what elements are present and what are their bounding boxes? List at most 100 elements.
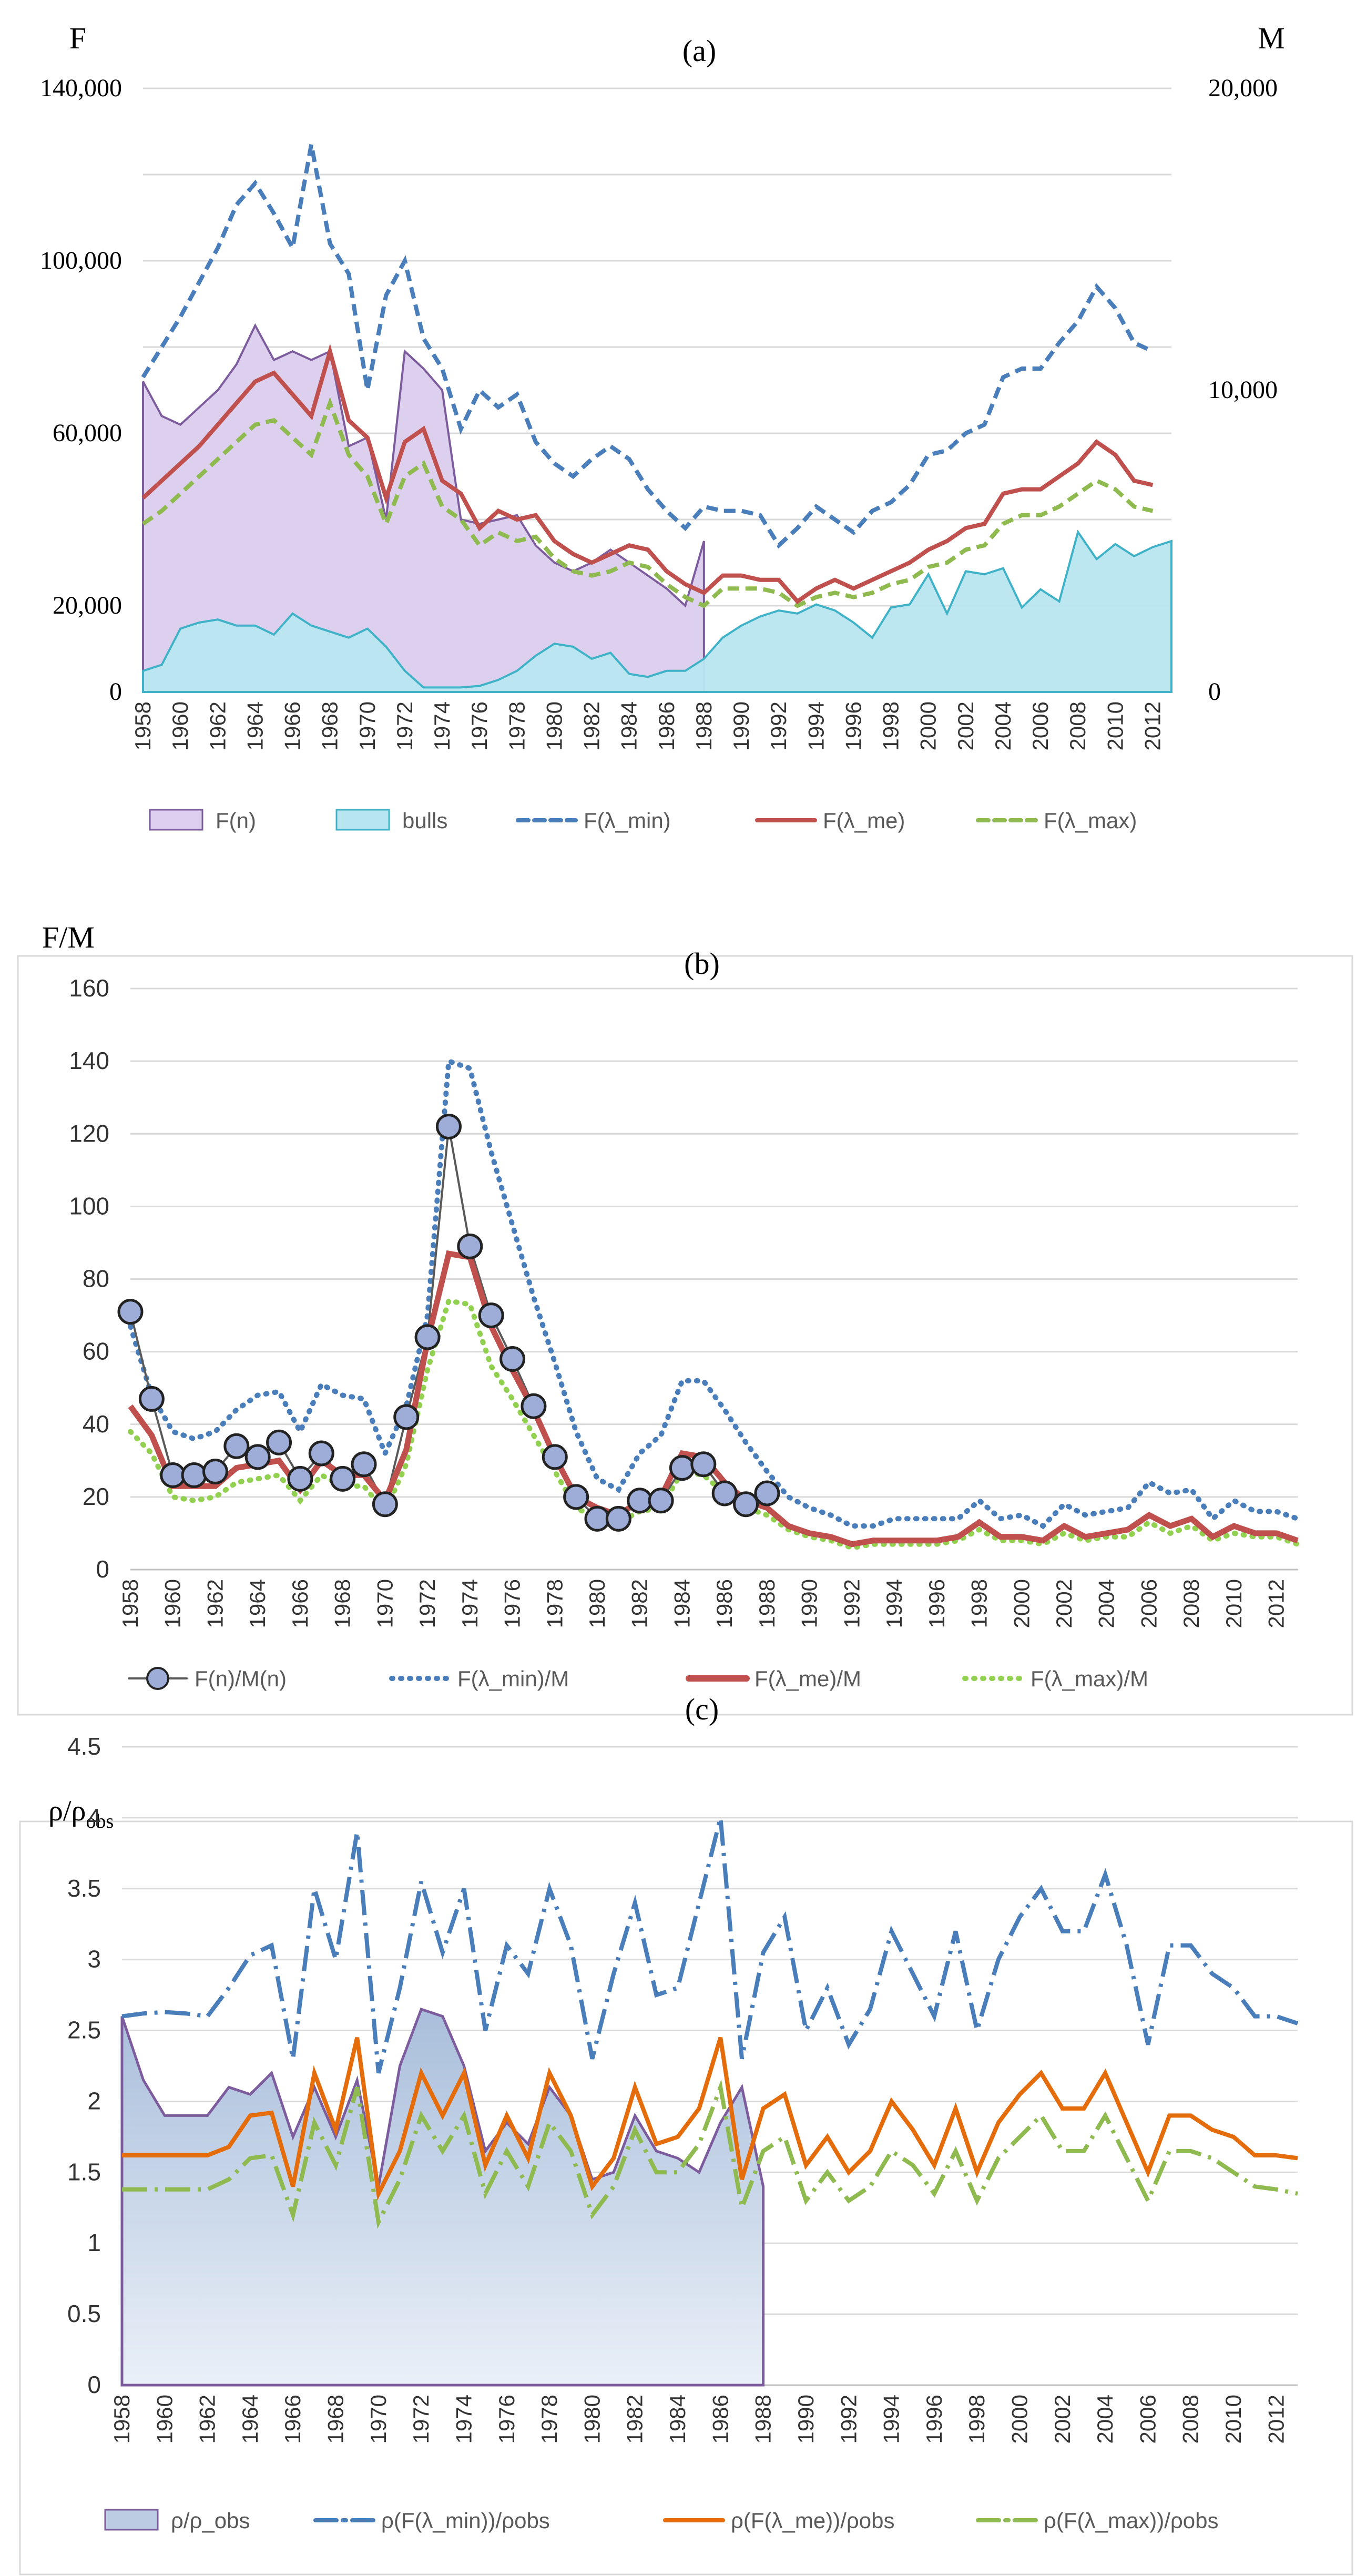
panel-b-series-n-marker (414, 1324, 441, 1350)
panel-b-series-n-marker (499, 1346, 526, 1372)
panel-b-series-n-marker (372, 1491, 398, 1518)
panel-a-series-bulls-area (142, 530, 1173, 693)
panel-a-left-tick-label: 60,000 (53, 419, 122, 447)
panel-a-x-tick-label: 2002 (953, 701, 978, 750)
panel-c-x-tick-label: 2004 (1093, 2395, 1117, 2443)
panel-b-x-tick-label: 2008 (1179, 1579, 1204, 1628)
panel-b-series-n-marker (266, 1429, 292, 1455)
panel-b-series-n-marker (733, 1491, 759, 1518)
panel-c-y-tick-label: 3 (87, 1946, 101, 1973)
panel-b-series-n-marker (542, 1444, 568, 1470)
panel-c-axis-label-main: ρ/ρ (48, 1795, 86, 1827)
panel-c-x-tick-label: 1982 (623, 2395, 647, 2443)
panel-b-series-n-marker (648, 1488, 674, 1514)
panel-b-x-tick-label: 1962 (202, 1579, 227, 1628)
panel-a-legend-label: F(n) (216, 808, 256, 833)
panel-c-x-tick-label: 1994 (879, 2395, 904, 2443)
panel-a-x-tick-label: 1992 (766, 701, 791, 750)
panel-b-x-tick-label: 1994 (882, 1579, 906, 1628)
panel-b-series-n-marker (117, 1299, 144, 1325)
panel-b-x-tick-label: 1998 (967, 1579, 992, 1628)
panel-b-axis-label: F/M (42, 920, 95, 954)
panel-b-series-n-marker (351, 1451, 377, 1478)
panel-a-left-tick-label: 100,000 (40, 247, 122, 274)
panel-c-x-tick-label: 1984 (665, 2395, 690, 2443)
panel-c-y-tick-label: 0.5 (67, 2300, 101, 2327)
panel-c-x-tick-label: 1988 (751, 2395, 776, 2443)
panel-a-x-tick-label: 1978 (504, 701, 529, 750)
panel-c-series-obs-area (120, 2007, 765, 2387)
panel-b-series-n-marker (669, 1455, 695, 1481)
panel-a-x-tick-label: 1996 (841, 701, 865, 750)
panel-c-y-tick-label: 4 (87, 1804, 101, 1831)
panel-b-legend-label: F(λ_me)/M (755, 1666, 861, 1691)
panel-b-series-n-marker (690, 1451, 717, 1478)
panel-b-series-n-marker (457, 1233, 483, 1259)
panel-a-x-tick-label: 1984 (617, 701, 641, 750)
panel-a-title: (a) (682, 34, 716, 68)
panel-c-x-tick-label: 1978 (537, 2395, 562, 2443)
panel-b-x-tick-label: 1966 (288, 1579, 312, 1628)
panel-a-series-f-lambda-min-line (141, 144, 1154, 549)
panel-a-right-tick-label: 20,000 (1208, 74, 1278, 102)
panel-b-series-n-line (129, 1126, 768, 1520)
panel-a-x-tick-label: 1974 (430, 701, 454, 750)
panel-c-frame (19, 1820, 1353, 2575)
panel-c-x-tick-label: 1996 (922, 2395, 946, 2443)
panel-c-title: (c) (685, 1692, 719, 1726)
panel-a-x-tick-label: 2006 (1028, 701, 1053, 750)
panel-b-x-tick-label: 2010 (1221, 1579, 1246, 1628)
panel-a-series-f-lambda-max-line (141, 396, 1154, 608)
panel-a-x-tick-label: 1976 (467, 701, 492, 750)
panel-a-legend-swatch (335, 809, 390, 831)
panel-c-x-tick-label: 1970 (366, 2395, 391, 2443)
panel-b-series-n-marker (435, 1113, 462, 1139)
panel-b-series-n-marker (223, 1433, 250, 1459)
panel-b-x-tick-label: 1960 (160, 1579, 185, 1628)
panel-b-x-tick-label: 1968 (330, 1579, 355, 1628)
panel-b-x-tick-label: 2006 (1136, 1579, 1161, 1628)
panel-c-x-tick-label: 1964 (238, 2395, 262, 2443)
panel-c-legend-label: ρ(F(λ_min))/ρobs (381, 2508, 550, 2533)
panel-c-x-tick-label: 1968 (323, 2395, 348, 2443)
panel-b-x-tick-label: 1992 (839, 1579, 864, 1628)
panel-a-legend-label: bulls (402, 808, 447, 833)
panel-a-legend-label: F(λ_min) (584, 808, 671, 833)
panel-c-x-tick-label: 1962 (195, 2395, 220, 2443)
panel-a-x-tick-label: 1960 (168, 701, 192, 750)
panel-c-axis-label-sub: obs (86, 1810, 114, 1832)
panel-b-x-tick-label: 1990 (797, 1579, 822, 1628)
panel-c-legend-label: ρ(F(λ_me))/ρobs (731, 2508, 894, 2533)
panel-a-right-tick-label: 0 (1208, 678, 1221, 706)
panel-b-x-tick-label: 1988 (755, 1579, 779, 1628)
panel-b-series-n-marker (287, 1465, 313, 1492)
panel-a-x-tick-label: 1980 (542, 701, 566, 750)
panel-c-x-tick-label: 2010 (1221, 2395, 1246, 2443)
panel-b-x-tick-label: 1958 (118, 1579, 142, 1628)
panel-b-y-tick-label: 20 (83, 1483, 109, 1510)
panel-a-x-tick-label: 1988 (691, 701, 716, 750)
panel-b-x-tick-label: 1970 (372, 1579, 397, 1628)
panel-a-x-tick-label: 1962 (205, 701, 230, 750)
panel-c-y-tick-label: 2 (87, 2087, 101, 2114)
panel-b-series-n-marker (202, 1459, 228, 1485)
panel-b-series-n-marker (627, 1488, 653, 1514)
panel-b-y-tick-label: 120 (69, 1119, 109, 1147)
panel-c-x-tick-label: 1990 (793, 2395, 818, 2443)
panel-b-y-tick-label: 100 (69, 1192, 109, 1219)
panel-b-series-n-marker (160, 1462, 186, 1488)
panel-a-x-tick-label: 2004 (991, 701, 1015, 750)
panel-b-y-tick-label: 160 (69, 974, 109, 1002)
panel-c-series-me-line (122, 2037, 1298, 2201)
panel-a-x-tick-label: 1958 (130, 701, 155, 750)
panel-c-x-tick-label: 1974 (451, 2395, 476, 2443)
panel-c-legend-label: ρ/ρ_obs (171, 2508, 250, 2533)
panel-b-series-n-marker (605, 1505, 631, 1532)
panel-a-x-tick-label: 1982 (579, 701, 604, 750)
panel-a-x-tick-label: 2010 (1103, 701, 1127, 750)
panel-b-x-tick-label: 1982 (627, 1579, 652, 1628)
panel-b: (b) F/M 0 20 40 60 80 100 120 140 160 1958 1960 196… (17, 920, 1353, 1716)
panel-c-legend-swatch (104, 2509, 159, 2531)
panel-c-y-tick-label: 2.5 (67, 2017, 101, 2044)
